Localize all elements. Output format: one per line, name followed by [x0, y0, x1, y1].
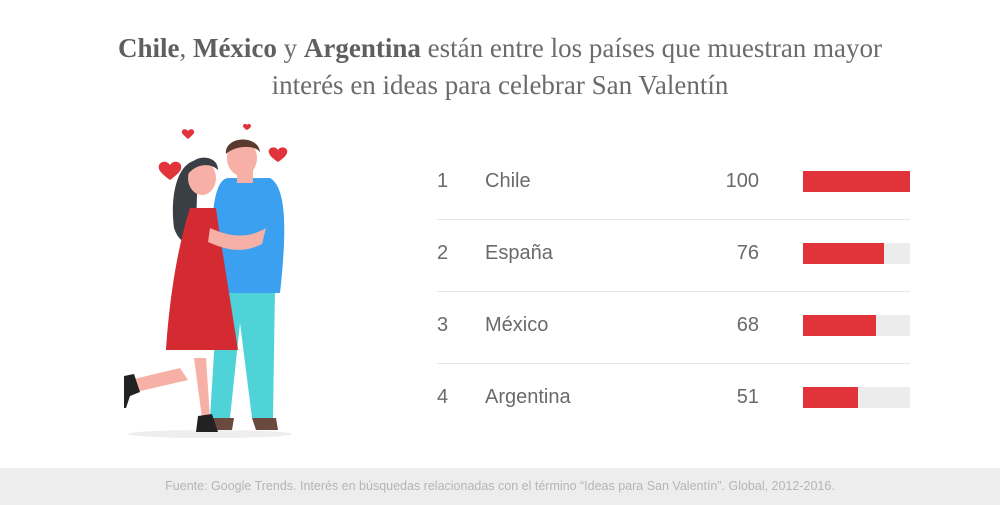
category-label: México — [485, 314, 549, 336]
bar-track — [803, 315, 910, 336]
ranking-row: 1 Chile 100 — [437, 148, 910, 220]
category-label: Chile — [485, 170, 531, 192]
title-text: y — [276, 33, 304, 63]
bar — [803, 315, 876, 336]
rank-number: 2 — [437, 242, 449, 264]
title-highlight-chile: Chile — [117, 33, 180, 63]
chart-title: Chile, México y Argentina están entre lo… — [0, 30, 1000, 104]
rank-number: 4 — [437, 386, 449, 408]
heart-icon — [268, 147, 288, 162]
category-label: Argentina — [485, 386, 571, 408]
ranking-row: 3 México 68 — [437, 292, 910, 364]
title-highlight-mexico: México — [192, 33, 277, 63]
title-highlight-argentina: Argentina — [303, 33, 421, 63]
title-line-2: interés en ideas para celebrar San Valen… — [271, 70, 729, 100]
heart-icon — [181, 129, 195, 139]
title-text: están entre los países que muestran mayo… — [420, 33, 883, 63]
source-footer: Fuente: Google Trends. Interés en búsque… — [0, 468, 1000, 505]
bar-track — [803, 387, 910, 408]
value-label: 100 — [725, 170, 759, 192]
rank-number: 3 — [437, 314, 449, 336]
bar — [803, 387, 858, 408]
value-label: 51 — [736, 386, 759, 408]
value-label: 68 — [736, 314, 759, 336]
couple-illustration — [124, 123, 292, 438]
ranking-row: 2 España 76 — [437, 220, 910, 292]
bar — [803, 243, 884, 264]
bar-track — [803, 243, 910, 264]
heart-icon — [243, 123, 251, 130]
rank-number: 1 — [437, 170, 449, 192]
ranking-chart: 1 Chile 100 2 España 76 3 México 68 4 Argentina 51 — [437, 148, 910, 435]
title-line-1: Chile, México y Argentina están entre lo… — [0, 30, 1000, 67]
category-label: España — [485, 242, 553, 264]
ranking-row: 4 Argentina 51 — [437, 364, 910, 435]
woman-figure — [124, 157, 266, 432]
bar — [803, 171, 910, 192]
value-label: 76 — [736, 242, 759, 264]
bar-track — [803, 171, 910, 192]
heart-icon — [158, 161, 182, 180]
title-text: , — [179, 33, 193, 63]
